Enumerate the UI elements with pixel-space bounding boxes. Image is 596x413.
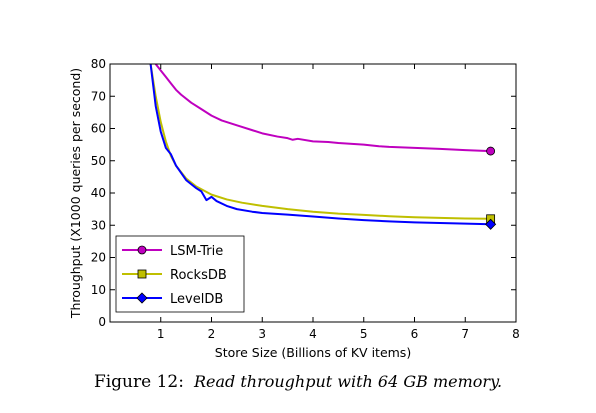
series-layer (149, 64, 492, 226)
y-tick-label: 30 (91, 218, 106, 232)
legend-item-lsm-trie: LSM-Trie (122, 244, 223, 259)
legend-item-leveldb: LevelDB (122, 292, 223, 307)
legend-marker-lsm-trie (137, 245, 147, 255)
x-tick-label: 2 (208, 327, 216, 341)
legend-item-rocksdb: RocksDB (122, 268, 227, 283)
series-endpoint-lsm-trie (486, 146, 496, 156)
series-endpoint-leveldb (485, 218, 497, 230)
legend-label: LSM-Trie (170, 244, 223, 259)
x-tick-label: 4 (309, 327, 317, 341)
y-tick-label: 60 (91, 122, 106, 136)
x-tick-label: 8 (512, 327, 520, 341)
y-tick-label: 0 (98, 315, 106, 329)
y-tick-label: 10 (91, 283, 106, 297)
x-tick-label: 6 (411, 327, 419, 341)
y-axis-label: Throughput (X1000 queries per second) (68, 68, 83, 319)
y-axis-ticks: 0 10 20 30 40 50 60 70 80 (91, 57, 516, 329)
legend-marker-leveldb (136, 292, 148, 304)
y-tick-label: 70 (91, 89, 106, 103)
legend: LSM-Trie RocksDB LevelDB (115, 235, 245, 313)
endpoint-markers (485, 146, 497, 230)
x-axis-ticks: 1 2 3 4 5 6 7 8 (157, 64, 520, 341)
figure-caption: Figure 12: Read throughput with 64 GB me… (94, 372, 502, 392)
y-tick-label: 50 (91, 154, 106, 168)
y-tick-label: 20 (91, 251, 106, 265)
x-tick-label: 1 (157, 327, 165, 341)
x-axis-label: Store Size (Billions of KV items) (215, 345, 411, 360)
x-tick-label: 5 (360, 327, 368, 341)
x-tick-label: 3 (258, 327, 266, 341)
legend-marker-rocksdb (137, 269, 147, 279)
series-line-leveldb (149, 64, 492, 226)
series-line-rocksdb (149, 64, 492, 220)
x-tick-label: 7 (461, 327, 469, 341)
caption-prefix: Figure 12: (94, 372, 184, 392)
legend-label: RocksDB (170, 268, 227, 283)
series-line-lsm-trie (154, 64, 492, 153)
legend-label: LevelDB (170, 292, 223, 307)
y-tick-label: 40 (91, 186, 106, 200)
caption-text: Read throughput with 64 GB memory. (193, 372, 502, 391)
y-tick-label: 80 (91, 57, 106, 71)
